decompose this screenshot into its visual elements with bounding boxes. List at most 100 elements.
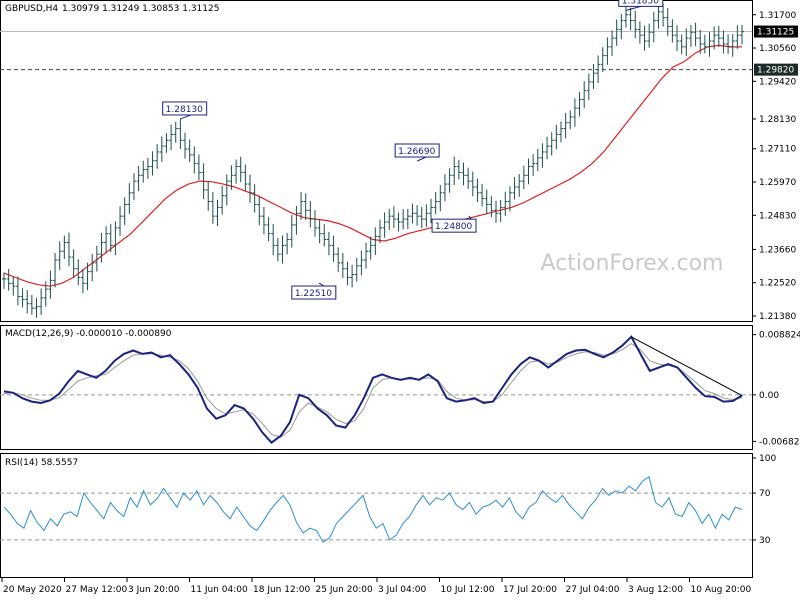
ohlc-bar: [670, 19, 675, 43]
ohlc-header-values: 1.30979 1.31249 1.30853 1.31125: [62, 4, 219, 14]
ohlc-bar: [173, 121, 178, 143]
ohlc-bar: [633, 10, 638, 39]
ohlc-bar: [456, 159, 461, 180]
price-tick-label: 1.24830: [759, 211, 796, 221]
ohlc-bar: [507, 186, 512, 212]
ohlc-bar: [382, 212, 387, 238]
annotation-box: [431, 218, 477, 233]
ohlc-bar: [131, 173, 136, 201]
ohlc-bar: [80, 268, 85, 294]
ohlc-bar: [377, 219, 382, 244]
macd-line: [3, 335, 743, 444]
chart-title: GBPUSD,H4: [5, 4, 58, 14]
ohlc-bar: [442, 174, 447, 202]
ohlc-bar: [62, 235, 67, 259]
macd-label: MACD(12,26,9) -0.000010 -0.000890: [5, 329, 172, 339]
ohlc-bar: [104, 226, 109, 253]
ohlc-bar: [169, 124, 174, 151]
ohlc-bar: [141, 160, 146, 183]
ohlc-bar: [308, 201, 313, 228]
ohlc-bar: [429, 198, 434, 224]
annotation-box: [162, 101, 208, 116]
ohlc-bar: [391, 206, 396, 229]
ohlc-bar: [554, 124, 559, 150]
ohlc-bar: [127, 183, 132, 214]
ohlc-bar: [730, 34, 735, 57]
ohlc-bar: [224, 174, 229, 206]
ohlc-bar: [118, 206, 123, 236]
price-tick-label: 1.27110: [759, 145, 796, 155]
ohlc-bar: [11, 275, 16, 296]
price-panel-frame: [0, 0, 753, 322]
ohlc-bar: [340, 252, 345, 278]
annotation-box: [618, 0, 664, 7]
ohlc-bar: [164, 133, 169, 153]
ohlc-bar: [145, 157, 150, 179]
ohlc-bar: [549, 132, 554, 156]
annotation-label: 1.28130: [166, 105, 203, 115]
ohlc-bar: [619, 13, 624, 40]
price-annotations: 1.31850 1.28130 1.26690 1.24800 1.22510: [162, 0, 664, 300]
rsi-tick-label: 100: [759, 454, 776, 464]
price-axis: 1.31700 1.30560 1.29420 1.28130 1.27110 1.259…: [752, 11, 798, 322]
ohlc-bar: [248, 174, 252, 203]
ohlc-bar: [503, 191, 508, 216]
ohlc-bar: [698, 29, 703, 54]
time-tick-label: 17 Jul 20:00: [503, 585, 557, 595]
ohlc-bar: [243, 164, 248, 191]
price-bars: [2, 2, 744, 318]
ohlc-bar: [289, 215, 294, 248]
ohlc-bar: [275, 238, 280, 262]
ohlc-bar: [229, 165, 234, 190]
ohlc-bar: [684, 28, 689, 57]
time-tick-label: 3 Jul 04:00: [378, 585, 427, 595]
ohlc-bar: [651, 11, 656, 43]
time-tick-label: 27 Jul 04:00: [566, 585, 620, 595]
ohlc-bar: [312, 210, 317, 237]
ohlc-bar: [642, 25, 647, 51]
time-axis: 20 May 2020 27 May 12:00 3 Jun 20:00 11 Jun…: [1, 578, 751, 595]
ohlc-bar: [20, 288, 25, 308]
annotation-label: 1.26690: [398, 147, 435, 157]
ohlc-bar: [136, 166, 141, 192]
ohlc-bar: [656, 2, 661, 29]
ohlc-bar: [192, 146, 197, 174]
ohlc-bar: [108, 223, 113, 252]
ohlc-bar: [252, 184, 257, 213]
moving-average-line: [3, 44, 742, 287]
ohlc-bar: [675, 25, 680, 51]
ohlc-bar: [540, 143, 545, 168]
ohlc-bar: [271, 223, 276, 256]
ohlc-bar: [206, 181, 211, 211]
ohlc-bar: [521, 165, 526, 190]
ohlc-bar: [531, 154, 536, 176]
macd-series: [3, 335, 743, 444]
ohlc-bar: [614, 19, 619, 46]
ohlc-bar: [582, 81, 587, 109]
price-tick-label: 1.31700: [759, 11, 796, 21]
macd-axis: 0.008824 0.00 -0.006825: [752, 331, 800, 447]
ohlc-bar: [702, 34, 707, 54]
ohlc-bar: [647, 23, 652, 48]
ohlc-bar: [261, 206, 266, 235]
ohlc-bar: [410, 203, 415, 224]
ohlc-bar: [2, 272, 6, 289]
annotation-label: 1.31850: [622, 0, 659, 6]
ohlc-bar: [29, 294, 34, 315]
ohlc-bar: [628, 7, 633, 31]
ohlc-bar: [405, 208, 410, 230]
price-tick-label: 1.28130: [759, 115, 796, 125]
macd-tick-label: -0.006825: [759, 437, 800, 447]
ohlc-bar: [210, 192, 215, 224]
price-tick-label: 1.22520: [759, 279, 796, 289]
time-tick-label: 27 May 12:00: [66, 585, 128, 595]
time-tick-label: 20 May 2020: [3, 585, 62, 595]
ohlc-bar: [572, 98, 577, 127]
ohlc-bar: [470, 171, 475, 197]
ohlc-bar: [266, 216, 271, 242]
ohlc-bar: [71, 249, 76, 278]
ohlc-bar: [610, 30, 615, 57]
ohlc-bar: [48, 270, 53, 299]
